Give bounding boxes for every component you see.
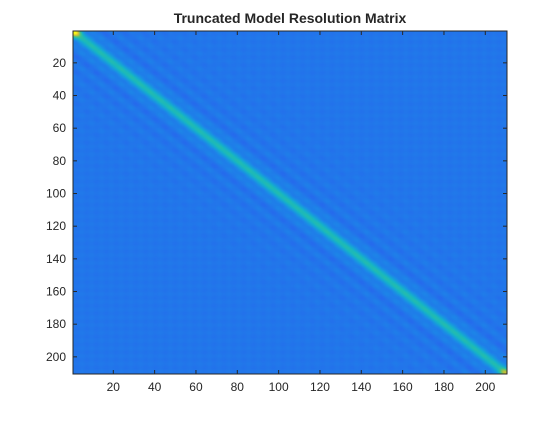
x-tick-label: 140 bbox=[351, 380, 371, 394]
y-tick-label: 180 bbox=[46, 317, 66, 331]
y-tick-label: 120 bbox=[46, 219, 66, 233]
y-tick-label: 160 bbox=[46, 285, 66, 299]
x-tick-label: 100 bbox=[269, 380, 289, 394]
x-axis: 20 40 60 80 100 120 140 160 180 200 bbox=[107, 31, 496, 394]
x-tick-label: 180 bbox=[434, 380, 454, 394]
y-axis: 20 40 60 80 100 120 140 160 180 200 bbox=[46, 56, 507, 364]
x-tick-label: 160 bbox=[393, 380, 413, 394]
plot-area bbox=[72, 30, 508, 375]
y-tick-label: 80 bbox=[53, 154, 67, 168]
x-tick-label: 20 bbox=[107, 380, 121, 394]
y-tick-label: 140 bbox=[46, 252, 66, 266]
x-tick-label: 80 bbox=[231, 380, 245, 394]
y-tick-label: 40 bbox=[53, 89, 67, 103]
y-tick-label: 60 bbox=[53, 121, 67, 135]
x-tick-label: 40 bbox=[148, 380, 162, 394]
y-tick-label: 200 bbox=[46, 350, 66, 364]
x-tick-label: 120 bbox=[310, 380, 330, 394]
x-tick-label: 200 bbox=[475, 380, 495, 394]
heatmap-image bbox=[73, 31, 507, 374]
chart-title: Truncated Model Resolution Matrix bbox=[174, 10, 407, 26]
y-tick-label: 20 bbox=[53, 56, 67, 70]
axes-box bbox=[72, 30, 508, 375]
y-tick-label: 100 bbox=[46, 187, 66, 201]
x-tick-label: 60 bbox=[189, 380, 203, 394]
